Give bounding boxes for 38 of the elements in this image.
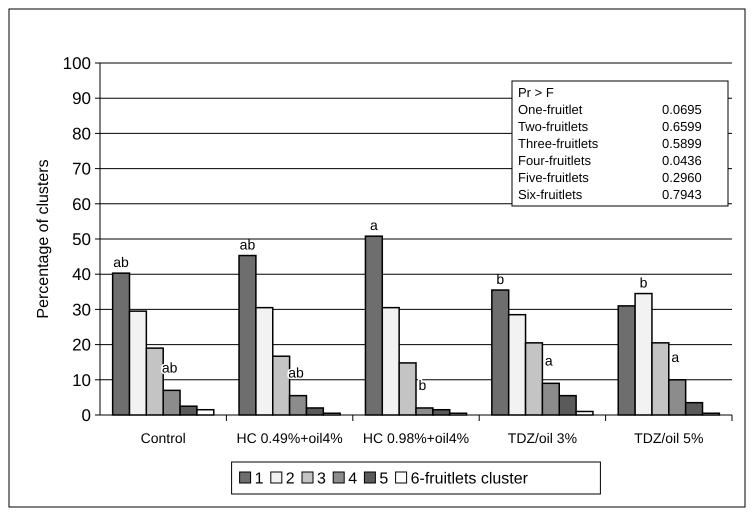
annotation: b <box>496 271 504 288</box>
text: Five-fruitlets 0.2960 <box>518 170 702 185</box>
legend-label: 1 <box>254 470 264 488</box>
y-tick-label: 20 <box>72 336 91 355</box>
text: Six-fruitlets 0.7943 <box>518 187 702 202</box>
x-tick-label: TDZ/oil 3% <box>508 430 578 446</box>
x-tick-label: Control <box>140 430 186 446</box>
y-tick-label: 80 <box>72 124 91 144</box>
y-tick-label: 0 <box>82 406 91 425</box>
y-tick-label: 70 <box>72 160 91 179</box>
annotation: b <box>418 376 427 393</box>
annotation: a <box>671 348 680 365</box>
x-tick-label: HC 0.98%+oil4% <box>362 430 470 446</box>
annotation: a <box>370 217 378 234</box>
y-tick-label: 60 <box>72 194 91 214</box>
x-tick-label: HC 0.49%+oil4% <box>236 430 343 446</box>
annotation: a <box>544 352 553 368</box>
y-tick-label: 30 <box>72 300 91 320</box>
annotation: b <box>640 274 648 291</box>
legend-label: 6-fruitlets cluster <box>410 470 529 488</box>
text: Two-fruitlets 0.6599 <box>518 119 702 134</box>
y-tick-label: 50 <box>72 230 91 249</box>
y-axis-title: Percentage of clusters <box>35 159 52 319</box>
legend-label: 2 <box>286 470 295 488</box>
y-tick-label: 10 <box>72 370 91 390</box>
x-tick-label: TDZ/oil 5% <box>634 430 704 446</box>
legend-label: 5 <box>379 470 388 488</box>
annotation: ab <box>240 236 256 253</box>
legend-label: 3 <box>317 470 326 488</box>
y-tick-label: 90 <box>72 89 91 108</box>
legend-label: 4 <box>348 470 358 488</box>
text: Three-fruitlets 0.5899 <box>518 136 702 151</box>
y-tick-label: 40 <box>72 265 91 284</box>
y-tick-label: 100 <box>62 54 91 73</box>
annotation: Pr > F <box>518 85 554 100</box>
text: One-fruitlet 0.0695 <box>518 102 702 117</box>
text: Four-fruitlets 0.0436 <box>518 153 702 168</box>
annotation: ab <box>113 254 130 270</box>
